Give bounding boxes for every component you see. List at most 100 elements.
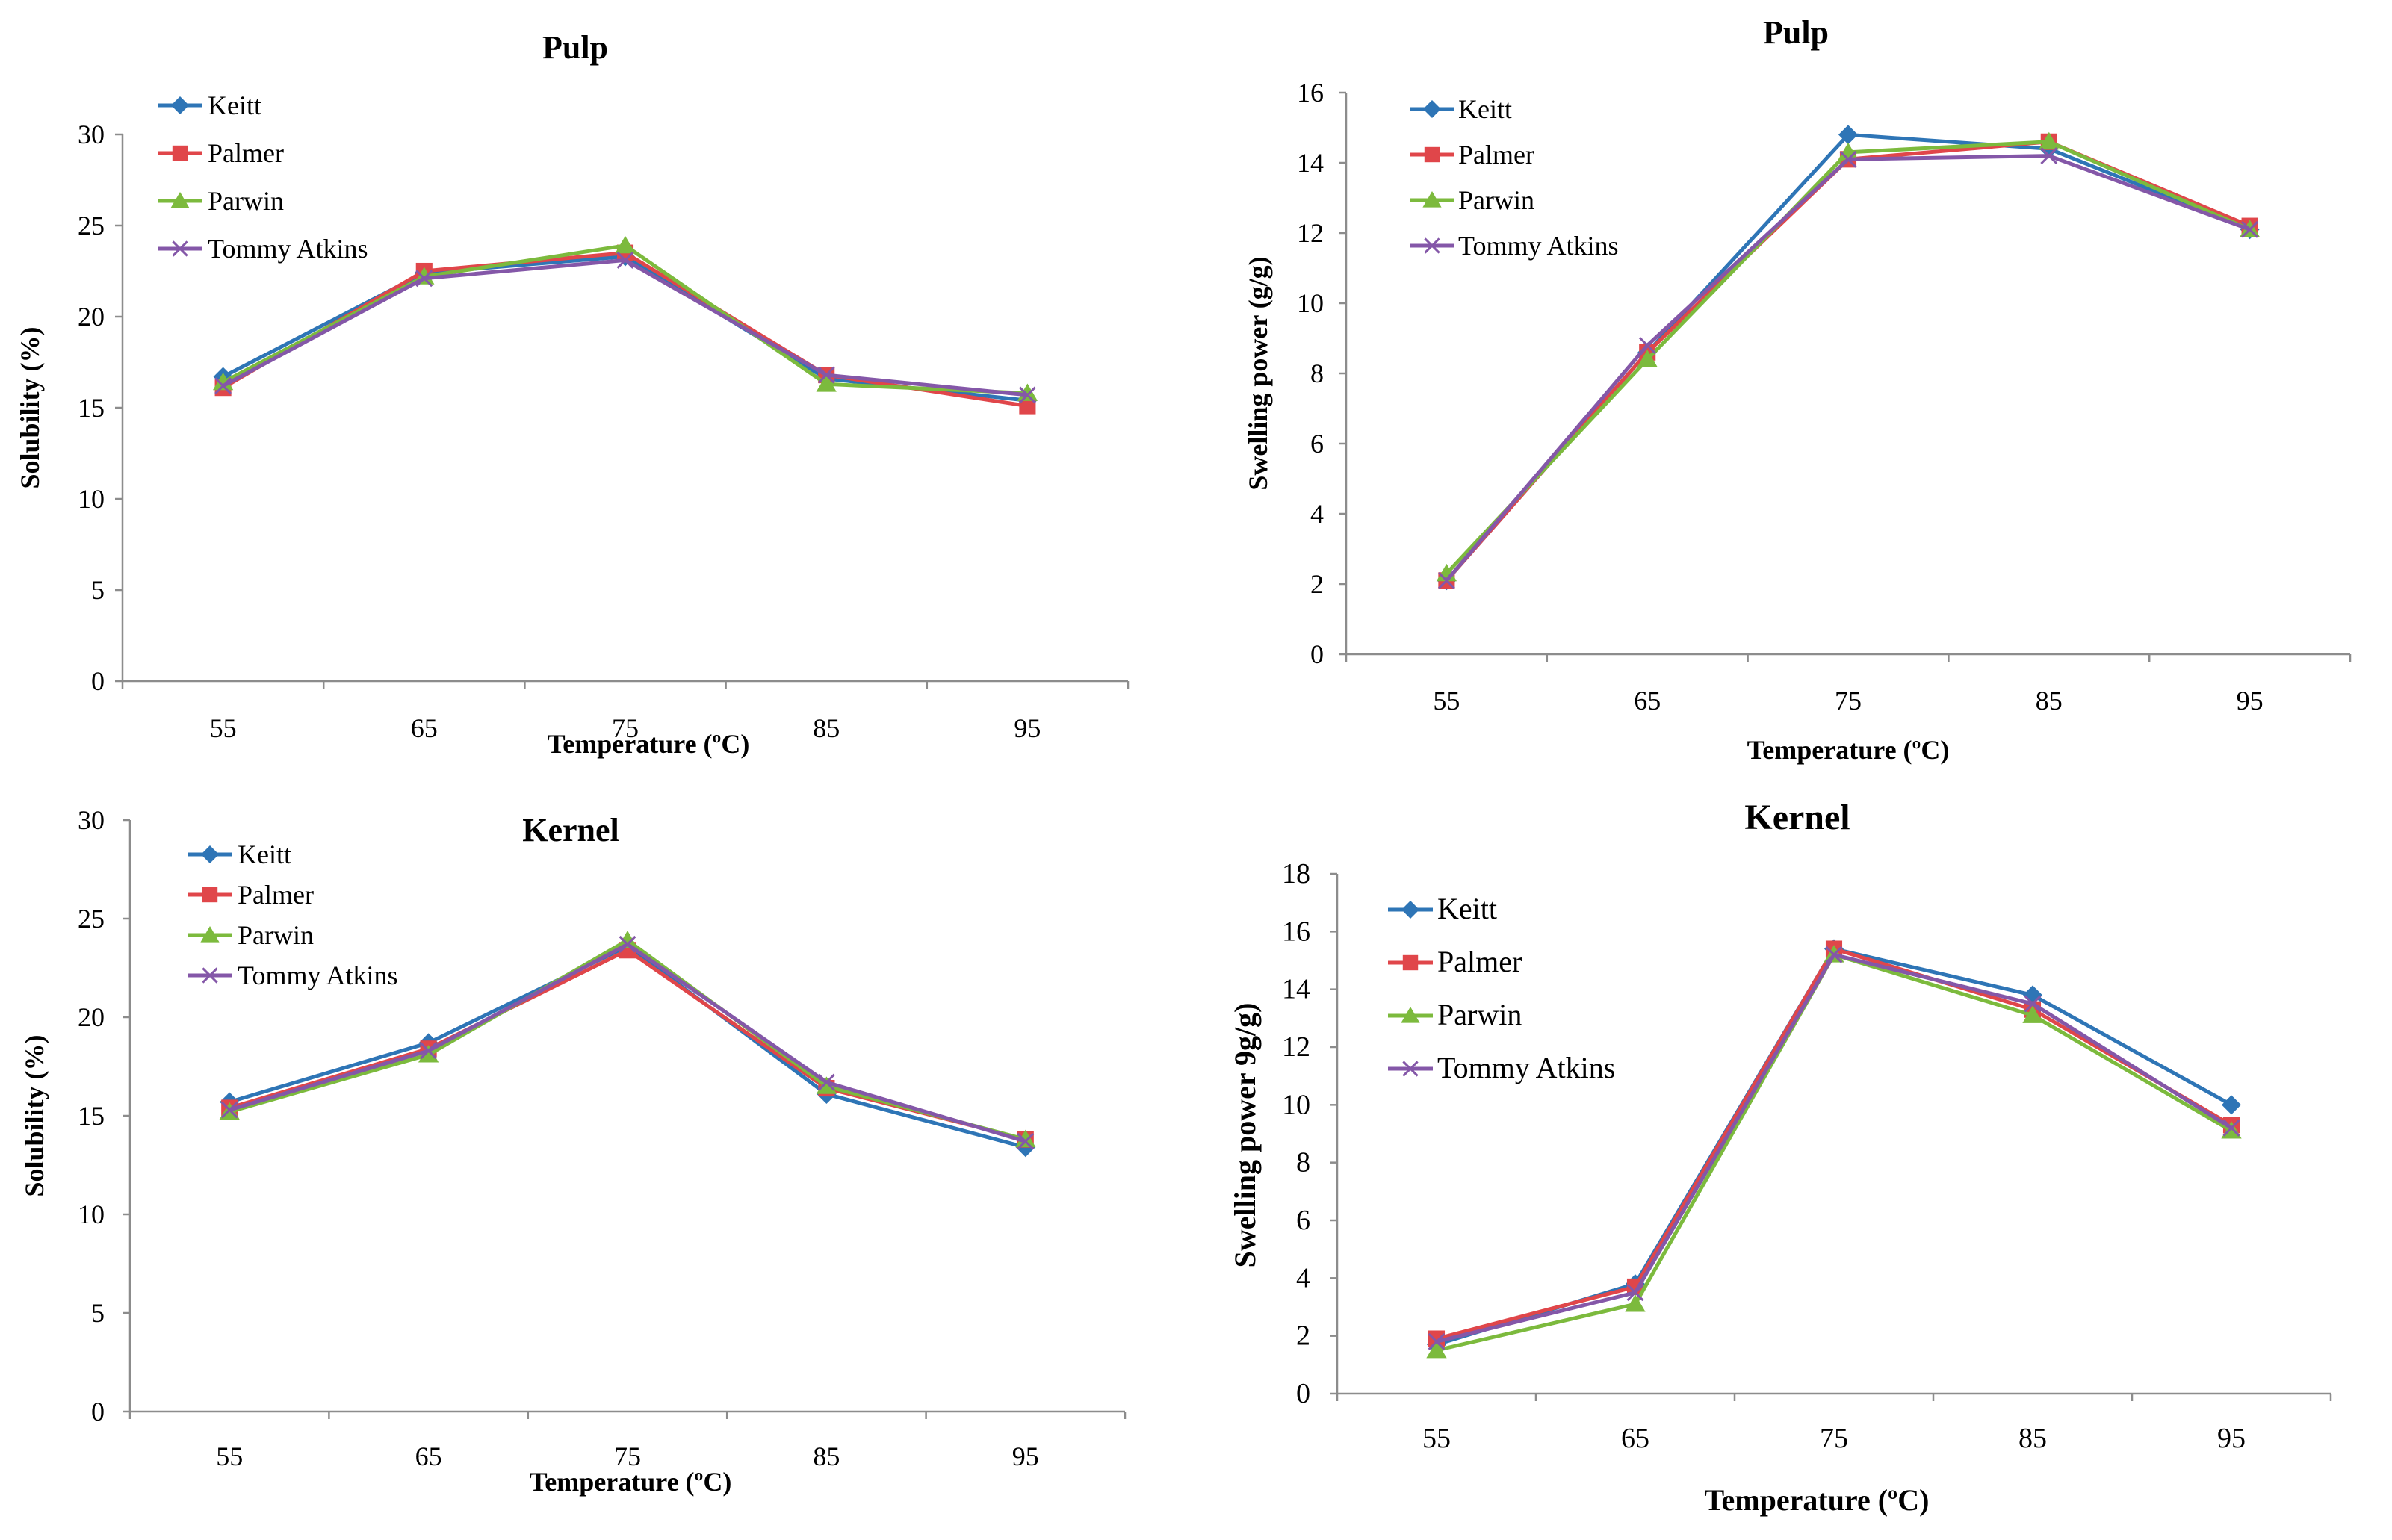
- y-tick-label: 6: [1310, 429, 1324, 459]
- series-tommy-atkins-point-stroke-b: [2222, 1119, 2240, 1137]
- series-tommy-atkins-point-stroke-b: [616, 251, 634, 269]
- legend-label: Tommy Atkins: [208, 234, 368, 264]
- x-tick-label: 75: [1820, 1423, 1848, 1454]
- series-tommy-atkins-point-stroke-b: [1825, 946, 1843, 963]
- legend-marker: [171, 96, 189, 114]
- series-keitt-point: [1838, 125, 1858, 145]
- y-axis-label: Solubility (%): [19, 1034, 49, 1196]
- series-tommy-atkins-point: [1638, 336, 1656, 354]
- legend-marker: [170, 192, 190, 208]
- legend-marker: [1402, 954, 1419, 971]
- series-tommy-atkins-line: [1436, 952, 2233, 1344]
- series-keitt-point: [2222, 1095, 2241, 1115]
- y-tick-label: 16: [1282, 916, 1310, 947]
- series-parwin-point: [2022, 1005, 2043, 1023]
- series-tommy-atkins: [1437, 147, 2259, 589]
- legend-label: Palmer: [1458, 140, 1534, 170]
- series-keitt-line: [1436, 947, 2233, 1347]
- series-tommy-atkins: [214, 251, 1036, 404]
- series-tommy-atkins-point-stroke-b: [1017, 1132, 1035, 1150]
- series-tommy-atkins-point: [817, 1073, 835, 1091]
- y-axis-label: Swelling power 9g/g): [1228, 1003, 1262, 1268]
- legend-label: Tommy Atkins: [238, 960, 398, 990]
- legend-label: Palmer: [208, 138, 284, 168]
- legend-item-parwin: Parwin: [1388, 998, 1522, 1031]
- series-tommy-atkins-point-stroke-b: [420, 1042, 438, 1060]
- series-parwin-point: [1017, 383, 1038, 401]
- legend-item-tommy-atkins: Tommy Atkins: [188, 960, 398, 990]
- legend-marker: [1423, 100, 1441, 118]
- series-tommy-atkins-point: [1839, 150, 1857, 168]
- x-tick-label: 85: [2018, 1423, 2047, 1454]
- legend-label: Palmer: [1437, 945, 1522, 978]
- chart-title: Pulp: [1763, 14, 1829, 51]
- legend-label: Parwin: [238, 920, 314, 950]
- series-tommy-atkins-point-stroke-b: [415, 270, 433, 288]
- y-tick-label: 10: [78, 484, 105, 514]
- y-tick-label: 5: [91, 575, 105, 605]
- legend-marker: [1402, 1061, 1419, 1077]
- x-tick-label: 85: [2036, 686, 2063, 715]
- series-tommy-atkins-point: [1018, 386, 1036, 404]
- series-parwin-point: [1015, 1129, 1036, 1148]
- y-tick-label: 30: [78, 805, 105, 835]
- y-tick-label: 12: [1282, 1031, 1310, 1063]
- legend-item-tommy-atkins: Tommy Atkins: [158, 234, 368, 264]
- series-parwin-point: [418, 1045, 439, 1063]
- y-tick-label: 15: [78, 1101, 105, 1131]
- y-tick-label: 20: [78, 1002, 105, 1032]
- legend-marker: [1424, 237, 1440, 254]
- legend-item-parwin: Parwin: [1410, 185, 1534, 215]
- series-tommy-atkins-point: [817, 366, 835, 384]
- legend-item-tommy-atkins: Tommy Atkins: [1388, 1051, 1615, 1084]
- series-parwin: [1426, 945, 2242, 1359]
- series-tommy-atkins-point-stroke-b: [1018, 386, 1036, 404]
- series-parwin-line: [1436, 952, 2233, 1353]
- series-tommy-atkins-point: [214, 377, 232, 395]
- x-tick-label: 65: [1621, 1423, 1649, 1454]
- y-tick-label: 16: [1297, 78, 1324, 108]
- legend-item-keitt: Keitt: [158, 90, 261, 120]
- x-tick-label: 95: [2217, 1423, 2246, 1454]
- x-tick-label: 55: [216, 1441, 243, 1471]
- legend-label: Keitt: [1458, 94, 1512, 124]
- series-tommy-atkins-point-stroke-b: [1638, 336, 1656, 354]
- legend-marker: [1422, 191, 1442, 208]
- x-tick-label: 95: [1014, 713, 1041, 743]
- series-tommy-atkins-point-stroke-b: [214, 377, 232, 395]
- series-tommy-atkins: [1428, 946, 2240, 1350]
- chart-title: Kernel: [522, 812, 619, 848]
- x-tick-label: 55: [1422, 1423, 1451, 1454]
- legend-item-tommy-atkins: Tommy Atkins: [1410, 231, 1619, 261]
- x-tick-label: 75: [614, 1441, 641, 1471]
- legend-item-palmer: Palmer: [1410, 140, 1534, 170]
- series-tommy-atkins-point: [1428, 1332, 1446, 1350]
- x-axis-label: Temperature (ºC): [1747, 735, 1950, 765]
- x-tick-label: 55: [1433, 686, 1460, 715]
- x-axis-label: Temperature (ºC): [530, 1467, 732, 1497]
- series-palmer: [1428, 940, 2240, 1347]
- x-tick-label: 65: [411, 713, 438, 743]
- y-tick-label: 5: [91, 1298, 105, 1328]
- series-palmer-point: [1019, 397, 1036, 415]
- series-tommy-atkins-point: [220, 1101, 238, 1119]
- y-tick-label: 4: [1310, 499, 1324, 529]
- x-tick-label: 65: [415, 1441, 442, 1471]
- y-tick-label: 0: [91, 1397, 105, 1426]
- y-tick-label: 18: [1282, 858, 1310, 889]
- series-keitt: [1427, 939, 2241, 1355]
- series-tommy-atkins-point: [2040, 147, 2058, 165]
- series-tommy-atkins-point-stroke-b: [619, 935, 636, 953]
- series-tommy-atkins-point-stroke-b: [2040, 147, 2058, 165]
- legend-item-keitt: Keitt: [188, 839, 291, 869]
- legend-label: Parwin: [208, 186, 284, 216]
- series-tommy-atkins-point-stroke-b: [1428, 1332, 1446, 1350]
- chart-title: Pulp: [542, 29, 608, 66]
- y-tick-label: 4: [1296, 1262, 1310, 1294]
- legend-marker-stroke-b: [1424, 237, 1440, 254]
- series-tommy-atkins-point-stroke-b: [817, 366, 835, 384]
